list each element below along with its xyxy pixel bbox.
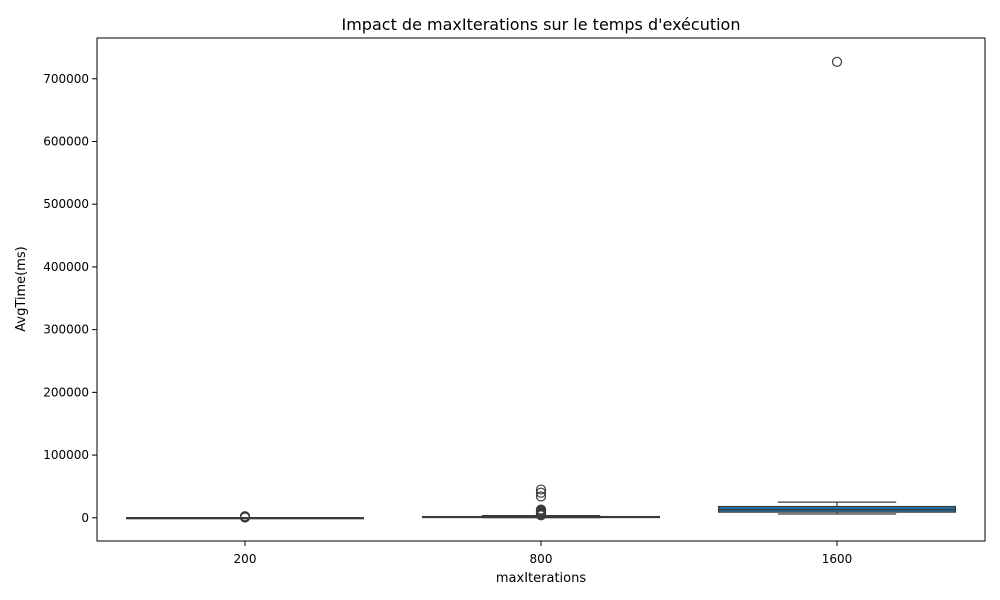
x-tick-label: 200 xyxy=(234,552,257,566)
outlier-point xyxy=(239,511,251,522)
plot-frame xyxy=(96,37,986,542)
outlier-point xyxy=(535,484,547,495)
y-axis-label: AvgTime(ms) xyxy=(14,246,29,331)
y-tick-label: 500000 xyxy=(43,197,89,211)
y-tick-label: 0 xyxy=(81,511,89,525)
x-axis-label: maxIterations xyxy=(496,571,586,586)
outlier-point xyxy=(535,487,547,498)
y-tick-label: 300000 xyxy=(43,323,89,337)
outlier-point xyxy=(535,504,547,515)
y-tick-label: 600000 xyxy=(43,134,89,148)
outlier-point xyxy=(535,491,547,502)
x-tick-label: 1600 xyxy=(822,552,853,566)
outlier-point xyxy=(831,56,843,67)
x-tick-label: 800 xyxy=(530,552,553,566)
y-tick-label: 400000 xyxy=(43,260,89,274)
box-series xyxy=(125,56,956,523)
box-1600 xyxy=(717,56,956,515)
y-tick-label: 200000 xyxy=(43,385,89,399)
y-axis: 0 100000 200000 300000 400000 500000 600000 700… xyxy=(43,72,97,525)
y-tick-label: 100000 xyxy=(43,448,89,462)
box-800 xyxy=(422,484,661,521)
box-200 xyxy=(125,511,365,523)
x-axis: 200 800 1600 xyxy=(234,541,853,566)
y-tick-label: 700000 xyxy=(43,72,89,86)
chart-title: Impact de maxIterations sur le temps d'e… xyxy=(342,15,741,34)
